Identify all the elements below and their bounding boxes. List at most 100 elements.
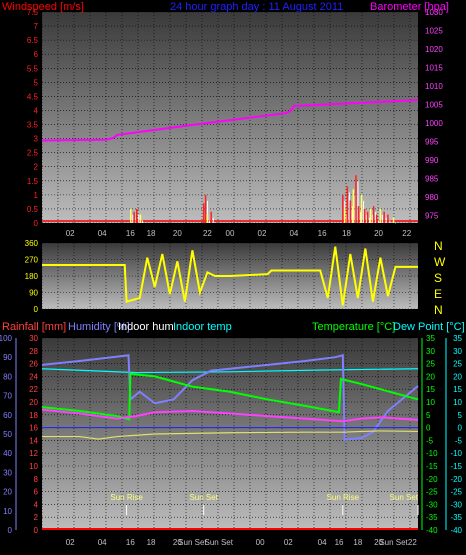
rain-tick-label: 12 bbox=[29, 449, 38, 458]
temperature-axis-label: Temperature [°C] bbox=[312, 321, 395, 333]
bottom-time-label: 04 bbox=[318, 538, 327, 547]
bottom-time-label: 04 bbox=[98, 538, 107, 547]
barometer-tick-label: 1030 bbox=[425, 8, 443, 17]
humidity-axis-label: Humidity [%] bbox=[68, 321, 130, 333]
compass-s: S bbox=[434, 271, 442, 285]
bottom-time-label: 18 bbox=[353, 538, 362, 547]
compass-w: W bbox=[434, 255, 446, 269]
rain-tick-label: 10 bbox=[29, 462, 38, 471]
temperature-tick-label: 35 bbox=[426, 334, 435, 343]
dewpoint-tick-label: -20 bbox=[450, 475, 462, 484]
bottom-time-label: 16 bbox=[126, 538, 135, 547]
rain-tick-label: 4 bbox=[34, 500, 39, 509]
dewpoint-tick-label: 0 bbox=[458, 424, 463, 433]
compass-n-bottom: N bbox=[434, 303, 443, 317]
time-tick-label: 18 bbox=[147, 229, 156, 238]
humidity-tick-label: 80 bbox=[3, 372, 12, 381]
rain-tick-label: 20 bbox=[29, 398, 38, 407]
rainfall-axis-label: Rainfall [mm] bbox=[2, 321, 66, 333]
compass-e: E bbox=[434, 287, 442, 301]
time-tick-label: 02 bbox=[66, 229, 75, 238]
wind-tick-label: 5.5 bbox=[27, 64, 39, 73]
indoor-temp-label: Indoor temp bbox=[173, 321, 232, 333]
barometer-tick-label: 980 bbox=[425, 193, 439, 202]
bottom-sun-label: Sun Set bbox=[379, 538, 408, 547]
rain-tick-label: 30 bbox=[29, 334, 38, 343]
temperature-tick-label: -15 bbox=[426, 462, 438, 471]
rain-tick-label: 2 bbox=[34, 513, 39, 522]
wind-tick-label: 4 bbox=[34, 106, 39, 115]
wind-grid bbox=[41, 11, 418, 224]
humidity-tick-label: 10 bbox=[3, 507, 12, 516]
rain-tick-label: 26 bbox=[29, 360, 38, 369]
temperature-tick-label: -30 bbox=[426, 500, 438, 509]
temperature-tick-label: 25 bbox=[426, 360, 435, 369]
indoor-hum-label: Indoor hum bbox=[118, 321, 174, 333]
indoor-temp-line bbox=[41, 368, 419, 374]
direction-tick-label: 0 bbox=[34, 305, 39, 314]
direction-tick-label: 90 bbox=[29, 289, 38, 298]
time-tick-label: 16 bbox=[318, 229, 327, 238]
time-tick-label: 04 bbox=[289, 229, 298, 238]
wind-tick-label: 6.5 bbox=[27, 36, 39, 45]
direction-tick-label: 360 bbox=[25, 239, 39, 248]
direction-tick-label: 270 bbox=[25, 256, 39, 265]
wind-tick-label: 3 bbox=[34, 135, 39, 144]
rain-tick-label: 14 bbox=[29, 436, 38, 445]
humidity-tick-label: 20 bbox=[3, 488, 12, 497]
rain-tick-label: 8 bbox=[34, 475, 39, 484]
temperature-tick-label: -35 bbox=[426, 513, 438, 522]
compass-n-top: N bbox=[434, 239, 443, 253]
barometer-tick-label: 1000 bbox=[425, 119, 443, 128]
barometer-tick-label: 1020 bbox=[425, 45, 443, 54]
wind-tick-label: 1 bbox=[34, 191, 39, 200]
rain-tick-label: 24 bbox=[29, 372, 38, 381]
barometer-tick-label: 995 bbox=[425, 138, 439, 147]
wind-tick-label: 6 bbox=[34, 50, 39, 59]
temperature-tick-label: 5 bbox=[426, 411, 431, 420]
time-tick-label: 18 bbox=[342, 229, 351, 238]
barometer-line bbox=[41, 99, 419, 142]
bottom-sun-label: Sun Set bbox=[178, 538, 207, 547]
temp-panel bbox=[42, 338, 418, 530]
rain-tick-label: 16 bbox=[29, 424, 38, 433]
barometer-tick-label: 1025 bbox=[425, 27, 443, 36]
bottom-time-label: 02 bbox=[66, 538, 75, 547]
sun-event-label: Sun Set bbox=[390, 493, 419, 502]
direction-tick-label: 180 bbox=[25, 272, 39, 281]
wind-tick-label: 7 bbox=[34, 22, 39, 31]
dewpoint-tick-label: 20 bbox=[453, 372, 462, 381]
temperature-tick-label: 0 bbox=[426, 424, 431, 433]
rain-tick-label: 6 bbox=[34, 488, 39, 497]
chart-title: 24 hour graph day : 11 August 2011 bbox=[170, 1, 343, 13]
wind-tick-label: 1.5 bbox=[27, 177, 39, 186]
wind-tick-label: 2.5 bbox=[27, 149, 39, 158]
time-tick-label: 00 bbox=[226, 229, 235, 238]
dewpoint-tick-label: 35 bbox=[453, 334, 462, 343]
sun-event-label: Sun Rise bbox=[327, 493, 360, 502]
temperature-tick-label: -20 bbox=[426, 475, 438, 484]
temp-grid bbox=[41, 337, 418, 531]
humidity-tick-label: 90 bbox=[3, 353, 12, 362]
dewpoint-tick-label: -25 bbox=[450, 488, 462, 497]
bottom-time-label: 20 bbox=[374, 538, 383, 547]
barometer-tick-label: 975 bbox=[425, 212, 439, 221]
wind-tick-label: 7.5 bbox=[27, 8, 39, 17]
temperature-tick-label: 15 bbox=[426, 385, 435, 394]
humidity-tick-label: 40 bbox=[3, 449, 12, 458]
sun-event-label: Sun Set bbox=[189, 493, 218, 502]
humidity-tick-label: 50 bbox=[3, 430, 12, 439]
time-tick-label: 22 bbox=[203, 229, 212, 238]
dewpoint-tick-label: -30 bbox=[450, 500, 462, 509]
rain-tick-label: 0 bbox=[34, 526, 39, 535]
dewpoint-tick-label: 30 bbox=[453, 347, 462, 356]
wind-tick-label: 5 bbox=[34, 78, 39, 87]
bottom-time-label: 02 bbox=[284, 538, 293, 547]
barometer-tick-label: 990 bbox=[425, 156, 439, 165]
bottom-time-label: 20 bbox=[173, 538, 182, 547]
direction-line bbox=[42, 246, 418, 306]
bottom-sun-label: Sun Set bbox=[204, 538, 233, 547]
humidity-tick-label: 100 bbox=[0, 334, 13, 343]
